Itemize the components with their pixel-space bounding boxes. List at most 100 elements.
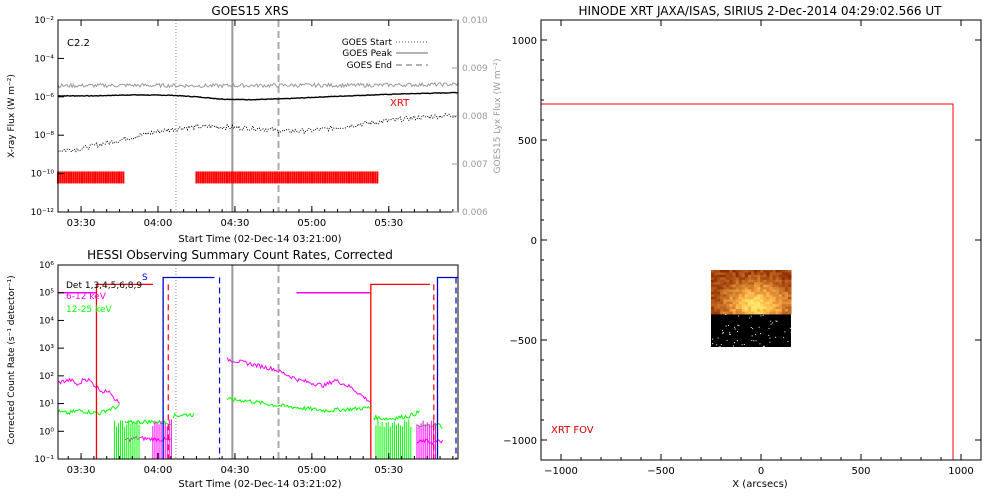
- hinode-image-pixel: [757, 289, 761, 293]
- hinode-image-pixel: [775, 279, 780, 283]
- hinode-image-pixel: [723, 274, 727, 278]
- hinode-image-noise: [725, 325, 727, 327]
- hinode-image-pixel: [754, 279, 758, 283]
- hinode-image-pixel: [717, 274, 721, 278]
- goes-series-lyman: [57, 81, 459, 89]
- hinode-image-noise: [738, 315, 740, 317]
- hinode-image-pixel: [757, 270, 761, 273]
- hinode-image-pixel: [711, 311, 715, 315]
- hinode-image-pixel: [754, 299, 758, 303]
- hinode-image-pixel: [772, 291, 777, 295]
- hinode-image-pixel: [766, 284, 770, 288]
- hinode-image-pixel: [741, 277, 746, 281]
- hinode-image-pixel: [714, 306, 718, 310]
- hinode-image-pixel: [747, 287, 752, 290]
- hinode-image-pixel: [775, 291, 780, 295]
- hinode-image-pixel: [744, 274, 749, 278]
- hinode-image-pixel: [741, 291, 746, 295]
- hinode-image-pixel: [751, 287, 755, 290]
- hinode-image-pixel: [769, 282, 774, 286]
- hinode-image-pixel: [787, 299, 792, 303]
- hinode-image-pixel: [723, 301, 727, 305]
- hinode-image-pixel: [763, 270, 767, 273]
- hinode-image-pixel: [747, 272, 752, 276]
- hinode-image-noise: [752, 328, 754, 330]
- hinode-image-pixel: [735, 309, 740, 312]
- hinode-image-pixel: [744, 301, 749, 305]
- hinode-image-pixel: [769, 287, 774, 290]
- hinode-image-pixel: [711, 301, 715, 305]
- hinode-image-pixel: [766, 306, 770, 310]
- hinode-image-pixel: [744, 291, 749, 295]
- hinode-image-pixel: [787, 304, 792, 307]
- hinode-image-pixel: [729, 277, 734, 281]
- hinode-image-pixel: [778, 294, 783, 298]
- hinode-image-pixel: [711, 304, 715, 307]
- hinode-image-pixel: [717, 311, 721, 315]
- hinode-image-pixel: [778, 272, 783, 276]
- hinode-image-pixel: [735, 311, 740, 315]
- hinode-image-pixel: [717, 289, 721, 293]
- hinode-image-pixel: [735, 289, 740, 293]
- hinode-image-pixel: [760, 294, 764, 298]
- hinode-image-pixel: [778, 270, 783, 273]
- hessi-ytick-label: 10²: [39, 372, 54, 382]
- hinode-image-pixel: [735, 306, 740, 310]
- hessi-xtick-label: 04:00: [144, 465, 173, 476]
- hinode-image-pixel: [729, 294, 734, 298]
- hinode-image-pixel: [735, 291, 740, 295]
- hinode-image-pixel: [772, 287, 777, 290]
- hinode-image-pixel: [741, 289, 746, 293]
- hinode-image-pixel: [751, 274, 755, 278]
- hinode-image-pixel: [784, 306, 789, 310]
- hinode-image-pixel: [784, 294, 789, 298]
- hinode-image-pixel: [726, 287, 730, 290]
- goes-y2tick-label: 0.010: [462, 16, 488, 26]
- hinode-image-noise: [712, 338, 714, 340]
- hinode-image-pixel: [766, 291, 770, 295]
- goes-ytick-label: 10⁻¹⁰: [31, 170, 55, 180]
- hinode-image-pixel: [744, 289, 749, 293]
- hinode-image-pixel: [769, 274, 774, 278]
- hinode-image-pixel: [751, 311, 755, 315]
- hinode-image-pixel: [714, 270, 718, 273]
- hinode-image-pixel: [769, 270, 774, 273]
- hinode-image-pixel: [723, 299, 727, 303]
- hinode-image-pixel: [787, 287, 792, 290]
- hinode-image-pixel: [747, 291, 752, 295]
- hinode-image-pixel: [744, 272, 749, 276]
- hinode-image-pixel: [720, 284, 724, 288]
- legend-goes-end: GOES End: [347, 61, 392, 71]
- hinode-image-pixel: [723, 294, 727, 298]
- hinode-image-pixel: [729, 296, 734, 300]
- hinode-image-pixel: [744, 279, 749, 283]
- hinode-image-pixel: [729, 272, 734, 276]
- hinode-image-pixel: [784, 311, 789, 315]
- hinode-image-pixel: [760, 272, 764, 276]
- hinode-image-noise: [762, 314, 764, 316]
- hinode-image-pixel: [735, 270, 740, 273]
- hinode-image-pixel: [763, 277, 767, 281]
- hinode-image-pixel: [769, 296, 774, 300]
- hinode-image-pixel: [720, 287, 724, 290]
- hinode-image-pixel: [726, 311, 730, 315]
- hinode-image-noise: [734, 326, 736, 328]
- hinode-image-pixel: [754, 304, 758, 307]
- hinode-image-pixel: [726, 299, 730, 303]
- goes-y2tick-label: 0.006: [462, 208, 488, 218]
- hinode-image-pixel: [720, 289, 724, 293]
- hinode-xlabel: X (arcsecs): [732, 479, 788, 490]
- hinode-image-pixel: [738, 309, 743, 312]
- hinode-image-pixel: [747, 309, 752, 312]
- hinode-image-pixel: [741, 294, 746, 298]
- hinode-image-pixel: [754, 270, 758, 273]
- hinode-image-pixel: [744, 299, 749, 303]
- hinode-image-pixel: [769, 299, 774, 303]
- hinode-image-pixel: [720, 282, 724, 286]
- hinode-image-pixel: [766, 299, 770, 303]
- hinode-image-pixel: [766, 274, 770, 278]
- hinode-image-pixel: [757, 274, 761, 278]
- hinode-image-pixel: [738, 282, 743, 286]
- hinode-image-pixel: [757, 311, 761, 315]
- hessi-panel: HESSI Observing Summary Count Rates, Cor…: [7, 248, 459, 490]
